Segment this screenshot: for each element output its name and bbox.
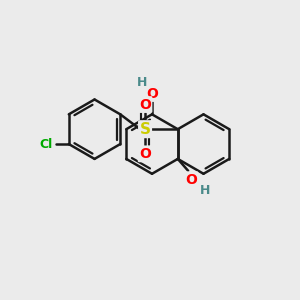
Text: O: O (185, 173, 197, 187)
Text: Cl: Cl (39, 138, 52, 151)
Text: H: H (200, 184, 210, 197)
Text: H: H (136, 76, 147, 89)
Text: S: S (140, 122, 151, 137)
Text: O: O (146, 86, 158, 100)
Text: O: O (139, 98, 151, 112)
Text: O: O (139, 147, 151, 161)
